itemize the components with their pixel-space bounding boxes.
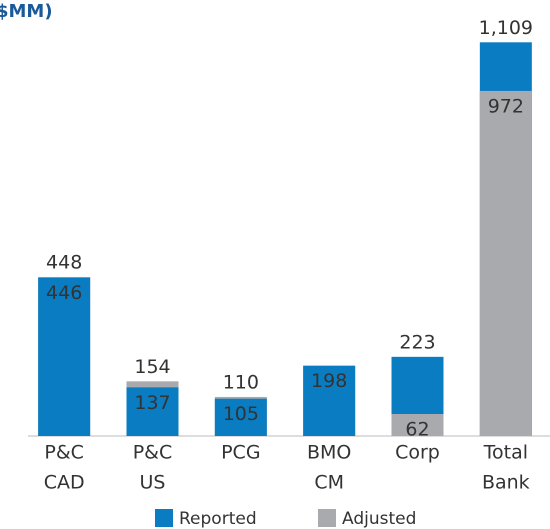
value-label: 972	[488, 95, 524, 117]
x-tick-label: Total	[483, 442, 528, 464]
x-tick-label: Bank	[482, 472, 530, 494]
value-label: 448	[46, 251, 82, 273]
bar	[126, 387, 179, 436]
value-label: 198	[311, 370, 347, 392]
bar	[303, 365, 356, 436]
x-tick-label: PCG	[221, 442, 260, 464]
legend-label: Adjusted	[342, 509, 416, 529]
x-tick-label: Corp	[395, 442, 440, 464]
bar	[391, 413, 444, 436]
x-tick-label: CM	[314, 472, 344, 494]
value-label: 1,109	[479, 17, 533, 39]
legend-label: Reported	[179, 509, 257, 529]
x-tick-label: CAD	[44, 472, 85, 494]
x-tick-label: P&C	[133, 442, 173, 464]
value-label: 137	[134, 392, 170, 414]
bar	[214, 398, 267, 436]
value-label: 154	[134, 356, 170, 378]
chart-title: $MM)	[0, 1, 53, 22]
value-label: 62	[405, 418, 429, 440]
legend-swatch	[155, 509, 173, 527]
value-label: 105	[223, 403, 259, 425]
x-tick-label: US	[140, 472, 166, 494]
value-label: 223	[399, 331, 435, 353]
bar	[38, 277, 91, 436]
bar	[479, 90, 532, 436]
value-label: 446	[46, 282, 82, 304]
x-tick-label: P&C	[44, 442, 84, 464]
value-label: 110	[223, 371, 259, 393]
x-tick-label: BMO	[307, 442, 351, 464]
legend-swatch	[318, 509, 336, 527]
